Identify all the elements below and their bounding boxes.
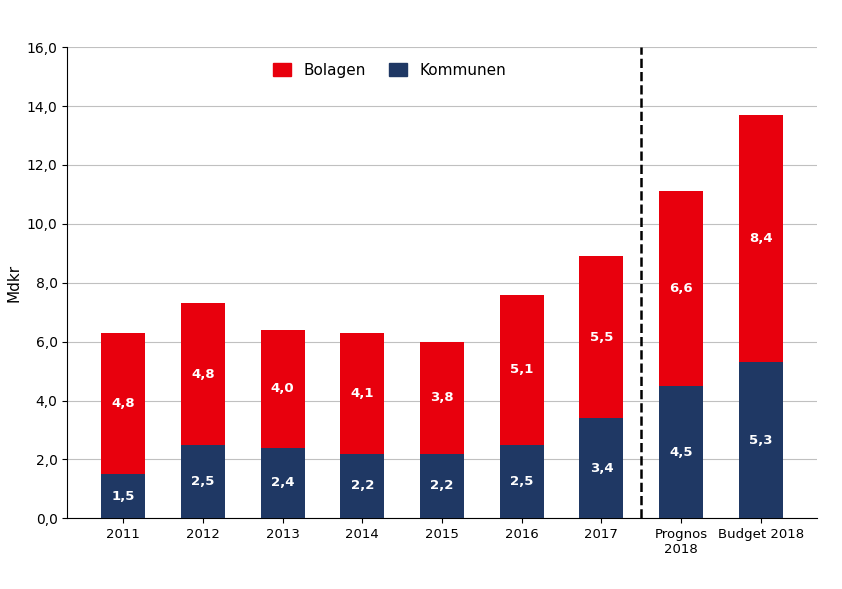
Text: 5,5: 5,5	[589, 330, 613, 344]
Text: 4,8: 4,8	[111, 397, 136, 410]
Bar	[340, 454, 384, 518]
Legend: Bolagen, Kommunen: Bolagen, Kommunen	[267, 57, 512, 84]
Bar	[101, 474, 146, 518]
Y-axis label: Mdkr: Mdkr	[6, 264, 21, 302]
Text: 1,5: 1,5	[112, 489, 135, 503]
Bar	[500, 294, 544, 445]
Bar	[261, 330, 305, 448]
Bar	[420, 342, 464, 454]
Bar	[738, 115, 783, 362]
Bar	[500, 445, 544, 518]
Bar	[101, 333, 146, 474]
Bar	[579, 256, 623, 418]
Bar	[659, 191, 703, 386]
Bar	[181, 303, 225, 445]
Text: 2,2: 2,2	[430, 479, 454, 492]
Text: 2,5: 2,5	[191, 475, 215, 488]
Text: 3,8: 3,8	[430, 391, 454, 404]
Text: 2,5: 2,5	[510, 475, 534, 488]
Text: 3,4: 3,4	[589, 462, 613, 475]
Text: 5,1: 5,1	[510, 363, 534, 376]
Text: 4,1: 4,1	[350, 386, 374, 400]
Bar	[261, 448, 305, 518]
Text: 4,0: 4,0	[271, 382, 295, 395]
Bar	[579, 418, 623, 518]
Text: 4,5: 4,5	[669, 445, 693, 459]
Bar	[181, 445, 225, 518]
Text: 4,8: 4,8	[191, 368, 215, 380]
Text: 6,6: 6,6	[669, 282, 693, 295]
Bar	[738, 362, 783, 518]
Bar	[659, 386, 703, 518]
Text: 2,4: 2,4	[271, 477, 295, 489]
Bar	[340, 333, 384, 454]
Text: 2,2: 2,2	[350, 479, 374, 492]
Bar	[420, 454, 464, 518]
Text: 8,4: 8,4	[749, 232, 773, 245]
Text: 5,3: 5,3	[749, 434, 772, 447]
